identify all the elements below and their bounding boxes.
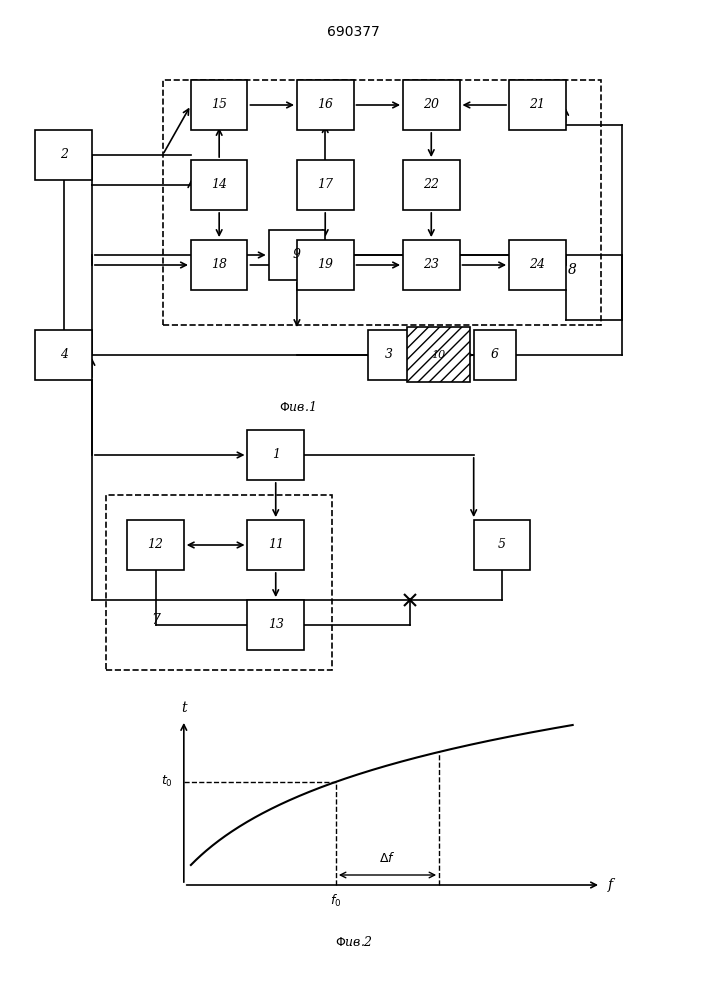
Text: 21: 21 xyxy=(530,99,545,111)
Bar xyxy=(269,230,325,280)
Text: 22: 22 xyxy=(423,178,439,191)
Text: 14: 14 xyxy=(211,178,227,191)
Bar xyxy=(191,160,247,210)
Bar xyxy=(403,80,460,130)
Text: 20: 20 xyxy=(423,99,439,111)
Text: 19: 19 xyxy=(317,258,333,271)
Text: 23: 23 xyxy=(423,258,439,271)
Text: $\Phi$ив.1: $\Phi$ив.1 xyxy=(279,400,315,414)
Text: 4: 4 xyxy=(59,349,68,361)
Bar xyxy=(297,240,354,290)
Bar xyxy=(297,80,354,130)
Bar xyxy=(35,130,92,180)
Bar xyxy=(35,330,92,380)
Bar xyxy=(163,80,601,325)
Text: 11: 11 xyxy=(268,538,284,552)
Bar xyxy=(509,80,566,130)
Text: 1: 1 xyxy=(271,448,280,462)
Text: $t_0$: $t_0$ xyxy=(161,774,173,789)
Bar xyxy=(368,330,410,380)
Text: 8: 8 xyxy=(568,263,577,277)
Bar xyxy=(247,430,304,480)
Text: 15: 15 xyxy=(211,99,227,111)
Text: f: f xyxy=(608,878,613,892)
Bar xyxy=(247,520,304,570)
Bar xyxy=(106,495,332,670)
Bar xyxy=(297,160,354,210)
Bar xyxy=(191,80,247,130)
Bar xyxy=(247,600,304,650)
Text: 12: 12 xyxy=(148,538,163,552)
Bar xyxy=(474,520,530,570)
Text: 17: 17 xyxy=(317,178,333,191)
Bar xyxy=(403,160,460,210)
Text: 24: 24 xyxy=(530,258,545,271)
Text: 13: 13 xyxy=(268,618,284,632)
Text: 16: 16 xyxy=(317,99,333,111)
Text: $f_0$: $f_0$ xyxy=(330,893,341,909)
Text: 6: 6 xyxy=(491,349,499,361)
Bar xyxy=(191,240,247,290)
Text: 690377: 690377 xyxy=(327,25,380,39)
Text: 2: 2 xyxy=(59,148,68,161)
Text: 10: 10 xyxy=(431,350,445,360)
Text: 5: 5 xyxy=(498,538,506,552)
Bar xyxy=(509,240,566,290)
Text: $\Phi$ив.2: $\Phi$ив.2 xyxy=(334,935,373,949)
Bar xyxy=(127,520,184,570)
Text: 9: 9 xyxy=(293,248,301,261)
Bar xyxy=(474,330,516,380)
Text: 7: 7 xyxy=(151,613,160,627)
Text: t: t xyxy=(181,701,187,715)
Bar xyxy=(407,327,470,382)
Bar xyxy=(403,240,460,290)
Text: 3: 3 xyxy=(385,349,393,361)
Text: $\Delta f$: $\Delta f$ xyxy=(379,851,396,865)
Text: 18: 18 xyxy=(211,258,227,271)
